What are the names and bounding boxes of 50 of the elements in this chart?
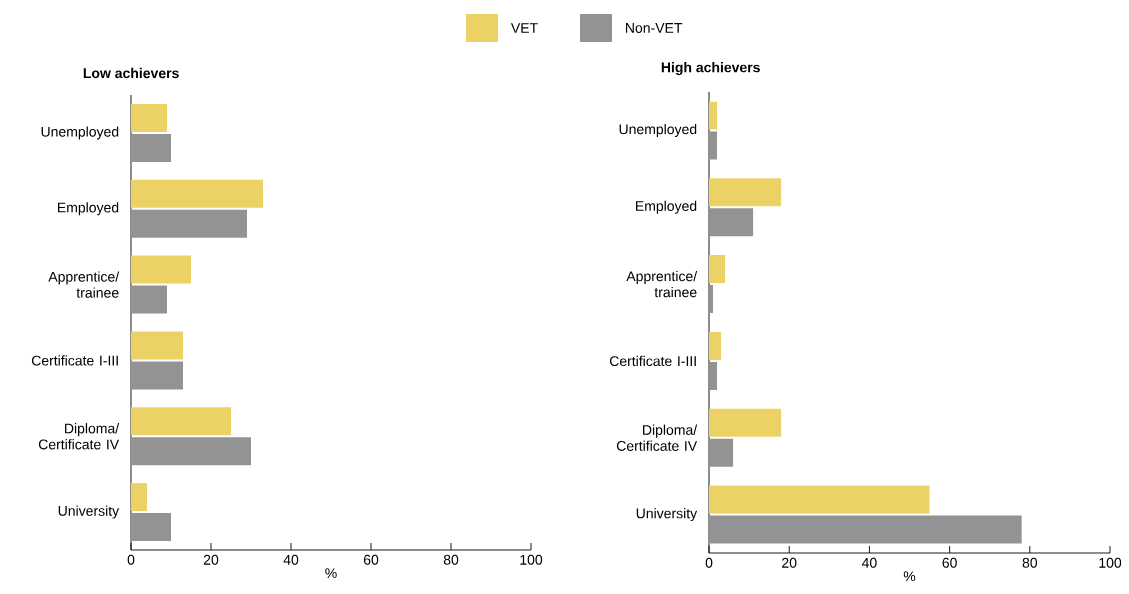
y-tick-label: Diploma/ Certificate IV — [616, 424, 698, 451]
bar — [131, 513, 171, 542]
y-tick-label: University — [636, 508, 698, 522]
x-tick-label: 60 — [363, 554, 379, 565]
bar — [709, 485, 930, 514]
y-tick-label: Employed — [636, 200, 697, 214]
x-tick-label: 80 — [443, 554, 459, 565]
bar — [709, 255, 726, 284]
bar — [131, 437, 251, 466]
x-axis-title: % — [903, 571, 916, 582]
bar — [131, 209, 247, 238]
y-tick-label: University — [58, 505, 120, 519]
x-tick-label: 40 — [283, 554, 299, 565]
x-tick-label: 40 — [861, 557, 877, 568]
y-tick-label: Employed — [58, 202, 119, 216]
chart-title: Low achievers — [83, 67, 179, 79]
y-tick-label: Unemployed — [619, 123, 697, 137]
x-tick-label: 20 — [203, 554, 219, 565]
chart-title: High achievers — [661, 62, 760, 76]
x-axis-title: % — [325, 568, 337, 579]
bar — [131, 285, 167, 314]
bar — [709, 438, 734, 467]
bar — [709, 331, 722, 360]
x-tick-label: 80 — [1022, 557, 1038, 568]
bar — [131, 179, 263, 208]
x-tick-label: 60 — [942, 557, 957, 568]
y-tick-label: Diploma/ Certificate IV — [38, 423, 120, 450]
x-tick-label: 100 — [520, 554, 543, 565]
bar — [709, 515, 1022, 544]
bar — [709, 178, 782, 207]
bar — [131, 361, 183, 390]
y-tick-label: Certificate I-III — [31, 355, 118, 366]
y-tick-label: Unemployed — [41, 126, 119, 140]
y-tick-label: Apprentice/ trainee — [48, 271, 120, 298]
y-tick-label: Apprentice/ trainee — [626, 270, 698, 298]
bar — [709, 408, 782, 437]
legend-label: Non-VET — [626, 23, 683, 33]
y-tick-label: Certificate I-III — [609, 355, 696, 367]
bar — [131, 331, 183, 360]
x-tick-label: 0 — [705, 557, 713, 568]
x-tick-label: 20 — [782, 557, 797, 568]
x-tick-label: 0 — [127, 554, 135, 565]
bar — [131, 407, 231, 436]
bar — [709, 208, 754, 237]
bar — [131, 133, 171, 162]
bar — [131, 483, 147, 512]
bar — [131, 255, 191, 284]
bar — [131, 103, 167, 132]
legend-label: VET — [510, 23, 538, 33]
x-tick-label: 100 — [1099, 557, 1122, 568]
